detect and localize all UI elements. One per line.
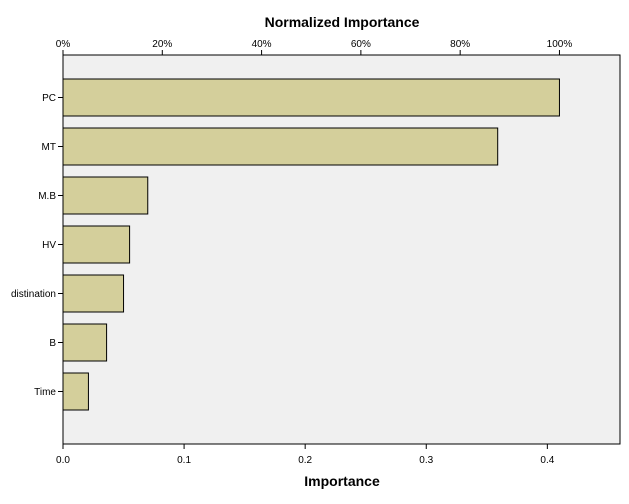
bar-mt xyxy=(62,127,499,166)
category-label: PC xyxy=(42,93,56,104)
category-label: M.B xyxy=(38,191,56,202)
top-tick-label: 60% xyxy=(351,39,371,50)
top-tick-label: 80% xyxy=(450,39,470,50)
top-tick-label: 0% xyxy=(56,39,71,50)
plot-area xyxy=(62,54,621,445)
bar-m-b xyxy=(62,176,149,215)
bar-time xyxy=(62,372,89,411)
bar-series xyxy=(62,78,560,411)
top-axis-ticks: 0% 20% 40% 60% 80% 100% xyxy=(56,39,573,55)
category-label: distination xyxy=(11,289,56,300)
bar-hv xyxy=(62,225,131,264)
bottom-tick-label: 0.3 xyxy=(419,455,433,466)
bar-distination xyxy=(62,274,125,313)
bottom-axis-ticks: 0.0 0.1 0.2 0.3 0.4 xyxy=(56,443,620,466)
importance-axis-title: Importance xyxy=(304,473,380,489)
bar-b xyxy=(62,323,108,362)
category-label: Time xyxy=(34,387,56,398)
category-labels: PC MT M.B HV distination B Time xyxy=(11,93,63,398)
bar-pc xyxy=(62,78,560,117)
category-label: B xyxy=(49,338,56,349)
bottom-tick-label: 0.0 xyxy=(56,455,70,466)
top-tick-label: 40% xyxy=(252,39,272,50)
top-tick-label: 100% xyxy=(547,39,573,50)
bottom-tick-label: 0.4 xyxy=(540,455,554,466)
top-tick-label: 20% xyxy=(152,39,172,50)
normalized-importance-axis-title: Normalized Importance xyxy=(265,14,420,30)
category-label: MT xyxy=(42,142,56,153)
category-label: HV xyxy=(42,240,56,251)
bottom-tick-label: 0.2 xyxy=(298,455,312,466)
bottom-tick-label: 0.1 xyxy=(177,455,191,466)
